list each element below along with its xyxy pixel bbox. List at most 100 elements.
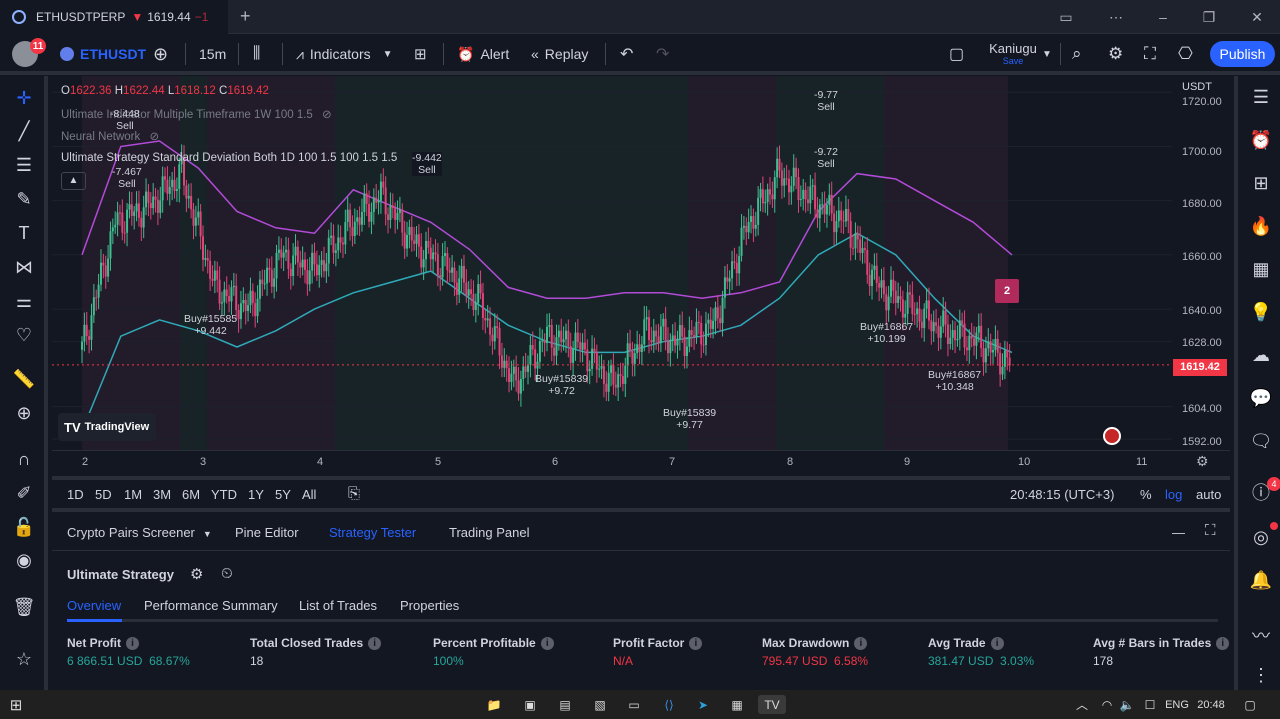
range-all[interactable]: All xyxy=(302,487,317,502)
layout-square-icon[interactable]: ▢ xyxy=(949,46,965,63)
range-6m[interactable]: 6M xyxy=(182,487,201,502)
minimize-icon[interactable]: – xyxy=(1159,9,1167,25)
close-icon[interactable]: ✕ xyxy=(1251,8,1263,25)
auto-toggle[interactable]: auto xyxy=(1196,487,1222,502)
volume-icon[interactable]: 🔈 xyxy=(1119,697,1135,712)
wifi-icon[interactable]: ◠ xyxy=(1101,697,1113,712)
publish-button[interactable]: Publish xyxy=(1210,41,1275,67)
collapse-legend-button[interactable]: ▲ xyxy=(61,172,86,190)
range-3m[interactable]: 3M xyxy=(153,487,172,502)
text-icon[interactable]: T xyxy=(18,222,30,243)
layout-name-button[interactable]: Kaniugu Save xyxy=(983,41,1043,66)
terminal-icon[interactable]: ▭ xyxy=(628,697,640,712)
range-1y[interactable]: 1Y xyxy=(248,487,264,502)
taskbar-clock[interactable]: 20:48 xyxy=(1197,698,1225,711)
redo-icon[interactable]: ↷ xyxy=(656,46,670,63)
indicators-button[interactable]: ⩘ Indicators ▼ xyxy=(296,35,393,73)
range-5d[interactable]: 5D xyxy=(95,487,112,502)
candles-icon[interactable]: ⫼ xyxy=(253,45,261,62)
more-icon[interactable]: ⋯ xyxy=(1109,8,1123,25)
subtab-list-of-trades[interactable]: List of Trades xyxy=(299,598,378,613)
app-icon[interactable]: ▣ xyxy=(524,697,536,712)
range-1d[interactable]: 1D xyxy=(67,487,84,502)
chats-icon[interactable]: ☁ xyxy=(1252,344,1270,365)
price-chart[interactable]: O1622.36 H1622.44 L1618.12 C1619.42 Ulti… xyxy=(52,76,1172,450)
trade-marker-badge[interactable]: 2 xyxy=(995,279,1019,303)
time-axis[interactable]: 2 3 4 5 6 7 8 9 10 11 ⚙ xyxy=(52,450,1230,474)
layout-chevron-icon[interactable]: ▼ xyxy=(1042,48,1052,60)
pencil-lock-icon[interactable]: ✐ xyxy=(16,482,32,503)
strategy-settings-gear-icon[interactable]: ⚙ xyxy=(190,566,204,583)
fullscreen-icon[interactable]: ⛶ xyxy=(1144,44,1156,63)
minimize-panel-icon[interactable]: — xyxy=(1172,525,1185,540)
tab-pine-editor[interactable]: Pine Editor xyxy=(235,525,299,540)
flag-icon[interactable] xyxy=(1103,427,1121,445)
trash-icon[interactable]: 🗑 xyxy=(12,596,36,617)
templates-icon[interactable]: ⊞ xyxy=(414,46,427,63)
hotlist-icon[interactable]: 🔥 xyxy=(1249,215,1273,236)
fib-icon[interactable]: ☰ xyxy=(15,154,33,175)
price-axis[interactable]: USDT 1720.00 1700.00 1680.00 1660.00 164… xyxy=(1172,76,1230,450)
broadcast-icon[interactable]: ⓘ xyxy=(1252,483,1270,503)
symbol-search-button[interactable]: ETHUSDT xyxy=(60,35,146,73)
explorer-icon[interactable]: 📁 xyxy=(486,697,502,712)
subtab-properties[interactable]: Properties xyxy=(400,598,460,613)
eye-hidden-icon[interactable]: ⊘ xyxy=(322,109,332,121)
vscode-icon[interactable]: ⟨⟩ xyxy=(664,697,674,712)
prediction-icon[interactable]: ⚌ xyxy=(15,290,33,311)
network-icon[interactable]: ☐ xyxy=(1144,697,1156,712)
zoom-icon[interactable]: ⊕ xyxy=(16,402,32,423)
streams-icon[interactable]: ◎ xyxy=(1253,526,1269,547)
calendar-icon[interactable]: ▦ xyxy=(1252,258,1270,279)
photos-icon[interactable]: ▧ xyxy=(594,697,606,712)
tab-strategy-tester[interactable]: Strategy Tester xyxy=(329,525,417,540)
indicator-legend-2[interactable]: Neural Network ⊘ xyxy=(61,129,159,143)
currency-label[interactable]: USDT xyxy=(1182,81,1212,93)
pattern-icon[interactable]: ⋈ xyxy=(15,256,33,277)
messages-icon[interactable]: 💬 xyxy=(1249,387,1273,408)
tab-trading-panel[interactable]: Trading Panel xyxy=(449,525,530,540)
data-window-icon[interactable]: ⊞ xyxy=(1253,172,1269,193)
new-tab-button[interactable]: + xyxy=(240,6,251,26)
undo-icon[interactable]: ↶ xyxy=(620,46,634,63)
eye-icon[interactable]: ◉ xyxy=(16,549,32,570)
interval-button[interactable]: 15m xyxy=(199,46,227,62)
windows-start-icon[interactable]: ⊞ xyxy=(9,696,23,714)
brush-icon[interactable]: ✎ xyxy=(16,188,32,209)
indicator-legend-3[interactable]: Ultimate Strategy Standard Deviation Bot… xyxy=(61,152,397,164)
range-ytd[interactable]: YTD xyxy=(211,487,237,502)
calculator-icon[interactable]: ▦ xyxy=(731,697,743,712)
chart-canvas[interactable] xyxy=(52,76,1172,450)
range-1m[interactable]: 1M xyxy=(124,487,143,502)
alert-button[interactable]: ⏰ Alert xyxy=(457,35,509,73)
search-icon[interactable]: ⌕ xyxy=(1072,44,1082,63)
ideas-bulb-icon[interactable]: 💡 xyxy=(1249,301,1273,322)
trendline-icon[interactable]: ╱ xyxy=(18,120,30,141)
camera-icon[interactable]: ⎔ xyxy=(1178,44,1193,63)
more-dots-icon[interactable]: ⋮ xyxy=(1252,664,1270,685)
comments-icon[interactable]: 🗨 xyxy=(1249,430,1273,451)
star-icon[interactable]: ☆ xyxy=(15,648,33,669)
gear-icon[interactable]: ⚙ xyxy=(1108,44,1124,63)
notification-center-icon[interactable]: ▢ xyxy=(1244,697,1256,712)
magnet-icon[interactable]: ∩ xyxy=(17,448,31,469)
crosshair-icon[interactable]: ✛ xyxy=(16,87,32,108)
range-5y[interactable]: 5Y xyxy=(275,487,291,502)
bell-icon[interactable]: 🔔 xyxy=(1249,569,1273,590)
eye-hidden-icon[interactable]: ⊘ xyxy=(149,131,160,143)
alarm-clock-icon[interactable]: ⏰ xyxy=(1249,129,1273,150)
language-indicator[interactable]: ENG xyxy=(1165,698,1189,711)
clock-timezone[interactable]: 20:48:15 (UTC+3) xyxy=(1010,487,1115,502)
ruler-icon[interactable]: 📏 xyxy=(12,368,36,389)
lock-icon[interactable]: 🔓 xyxy=(12,516,36,537)
chart-lines-icon[interactable]: 〰 xyxy=(1252,626,1270,646)
subtab-performance-summary[interactable]: Performance Summary xyxy=(144,598,278,613)
layout-icon[interactable]: ▭ xyxy=(1059,8,1073,25)
deep-backtest-icon[interactable]: ⏲ xyxy=(221,565,233,582)
tradingview-taskbar-icon[interactable]: TV xyxy=(758,695,786,714)
restore-icon[interactable]: ❐ xyxy=(1202,8,1216,25)
maximize-panel-icon[interactable]: ⛶ xyxy=(1205,522,1216,539)
watchlist-icon[interactable]: ☰ xyxy=(1252,86,1270,107)
log-toggle[interactable]: log xyxy=(1165,487,1183,502)
browser-tab[interactable]: ETHUSDTPERP ▼ 1619.44 −1 xyxy=(0,0,228,34)
